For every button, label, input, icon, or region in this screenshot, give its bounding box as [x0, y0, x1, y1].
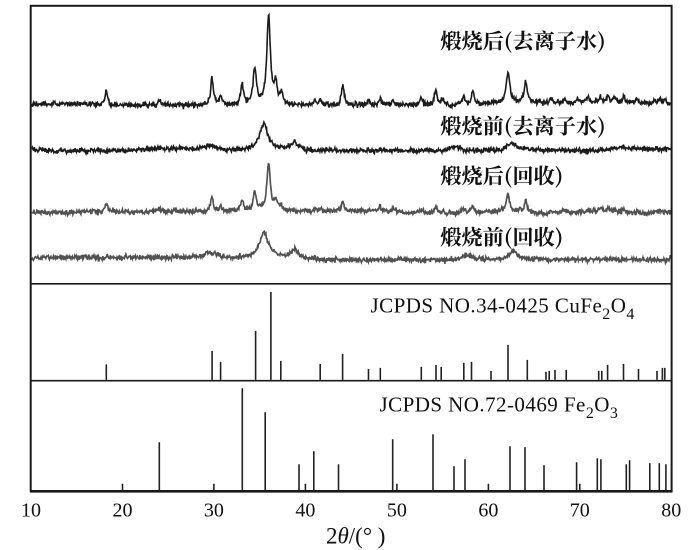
svg-text:80: 80 — [661, 500, 681, 522]
svg-text:50: 50 — [387, 500, 407, 522]
svg-text:2θ/(° ): 2θ/(° ) — [326, 524, 385, 549]
svg-text:20: 20 — [113, 500, 133, 522]
svg-text:60: 60 — [478, 500, 498, 522]
svg-text:10: 10 — [21, 500, 41, 522]
svg-text:70: 70 — [570, 500, 590, 522]
svg-text:40: 40 — [295, 500, 315, 522]
svg-text:30: 30 — [204, 500, 224, 522]
